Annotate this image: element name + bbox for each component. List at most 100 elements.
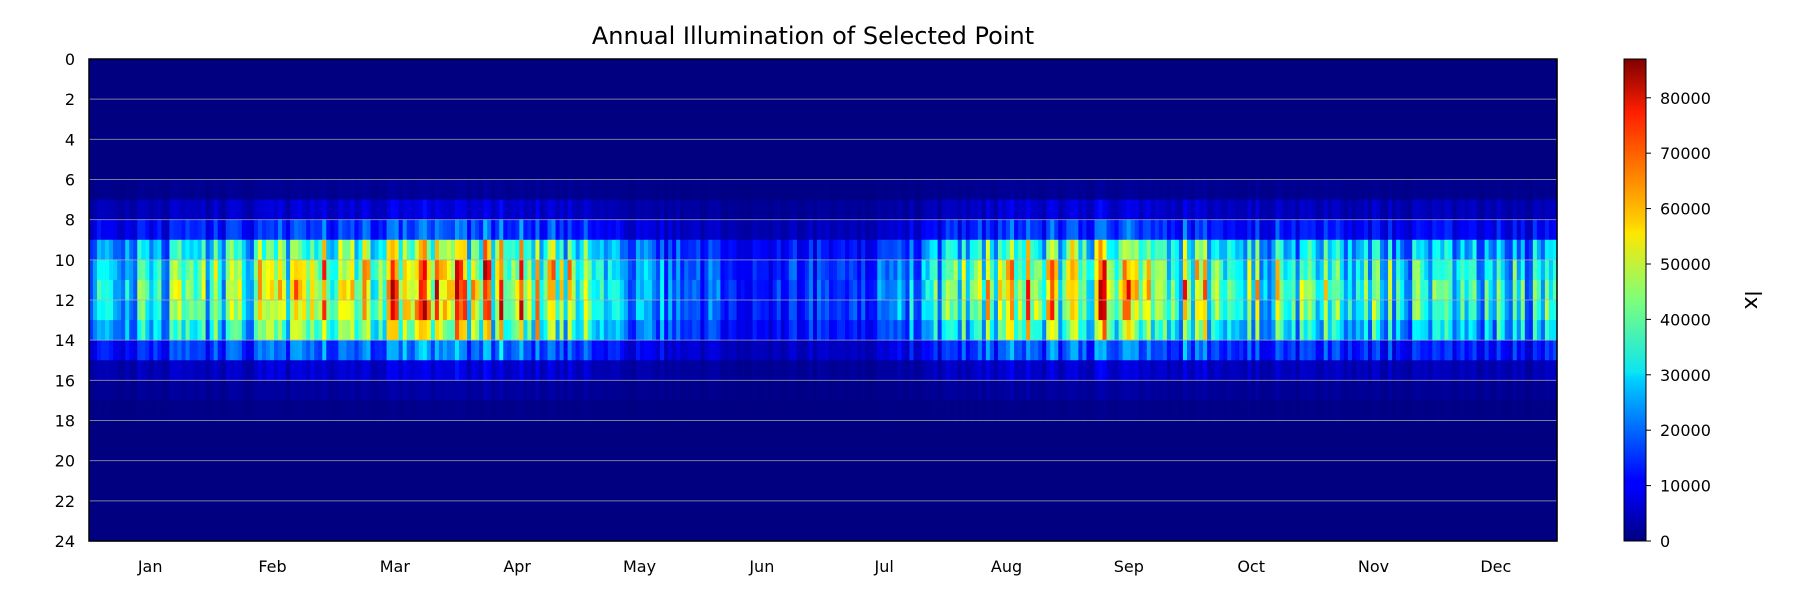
- heatmap-cell: [780, 59, 786, 80]
- heatmap-cell: [905, 400, 911, 422]
- heatmap-cell: [712, 420, 718, 442]
- heatmap-cell: [825, 520, 830, 542]
- heatmap-cell: [209, 99, 215, 120]
- heatmap-cell: [905, 360, 911, 381]
- heatmap-cell: [89, 199, 94, 221]
- heatmap-cell: [197, 139, 203, 161]
- heatmap-cell: [611, 79, 617, 100]
- heatmap-cell: [547, 139, 553, 161]
- heatmap-cell: [471, 179, 476, 201]
- heatmap-cell: [483, 219, 488, 241]
- heatmap-cell: [519, 239, 524, 261]
- heatmap-cell: [101, 119, 106, 140]
- heatmap-cell: [816, 139, 822, 161]
- heatmap-cell: [386, 320, 392, 341]
- heatmap-cell: [841, 279, 846, 301]
- heatmap-cell: [756, 279, 762, 301]
- heatmap-cell: [149, 179, 154, 201]
- heatmap-cell: [414, 420, 420, 442]
- heatmap-cell: [631, 480, 637, 502]
- heatmap-cell: [704, 440, 709, 462]
- heatmap-cell: [519, 340, 524, 361]
- heatmap-cell: [571, 159, 577, 181]
- heatmap-cell: [430, 259, 436, 281]
- heatmap-cell: [668, 119, 673, 140]
- heatmap-cell: [551, 79, 557, 100]
- heatmap-cell: [595, 59, 601, 80]
- heatmap-cell: [595, 99, 601, 120]
- heatmap-cell: [121, 400, 126, 422]
- heatmap-cell: [644, 259, 649, 281]
- heatmap-cell: [503, 159, 508, 181]
- heatmap-cell: [129, 199, 134, 221]
- heatmap-cell: [398, 119, 404, 140]
- heatmap-cell: [446, 460, 452, 482]
- heatmap-cell: [249, 199, 255, 221]
- heatmap-cell: [101, 520, 106, 542]
- heatmap-cell: [925, 79, 931, 100]
- heatmap-cell: [756, 320, 762, 341]
- heatmap-cell: [133, 159, 138, 181]
- heatmap-cell: [708, 480, 713, 502]
- heatmap-cell: [221, 279, 227, 301]
- heatmap-cell: [338, 259, 343, 281]
- heatmap-cell: [153, 159, 158, 181]
- heatmap-cell: [302, 400, 307, 422]
- heatmap-cell: [611, 179, 617, 201]
- heatmap-cell: [531, 99, 537, 120]
- heatmap-cell: [129, 79, 134, 100]
- heatmap-cell: [133, 480, 138, 502]
- heatmap-cell: [841, 259, 846, 281]
- heatmap-cell: [249, 380, 255, 402]
- heatmap-cell: [394, 79, 400, 100]
- heatmap-cell: [603, 59, 609, 80]
- heatmap-cell: [157, 360, 162, 381]
- heatmap-cell: [756, 420, 762, 442]
- heatmap-cell: [414, 460, 420, 482]
- heatmap-cell: [873, 219, 878, 241]
- heatmap-cell: [378, 159, 384, 181]
- heatmap-cell: [567, 400, 573, 422]
- heatmap-cell: [913, 219, 919, 241]
- heatmap-cell: [623, 400, 629, 422]
- heatmap-cell: [776, 199, 782, 221]
- heatmap-cell: [756, 440, 762, 462]
- heatmap-cell: [692, 79, 697, 100]
- heatmap-cell: [696, 420, 701, 442]
- heatmap-cell: [402, 219, 408, 241]
- heatmap-cell: [515, 360, 520, 381]
- heatmap-cell: [732, 420, 738, 442]
- heatmap-cell: [784, 119, 790, 140]
- heatmap-cell: [760, 520, 766, 542]
- heatmap-cell: [454, 239, 460, 261]
- heatmap-cell: [503, 59, 508, 80]
- heatmap-cell: [788, 279, 794, 301]
- heatmap-cell: [893, 79, 898, 100]
- heatmap-cell: [318, 340, 323, 361]
- heatmap-cell: [591, 279, 597, 301]
- heatmap-cell: [511, 380, 516, 402]
- heatmap-cell: [664, 320, 669, 341]
- heatmap-cell: [386, 420, 392, 442]
- heatmap-cell: [406, 159, 412, 181]
- heatmap-cell: [334, 320, 339, 341]
- heatmap-cell: [338, 520, 343, 542]
- heatmap-cell: [414, 400, 420, 422]
- heatmap-cell: [881, 380, 886, 402]
- heatmap-cell: [599, 159, 605, 181]
- heatmap-cell: [845, 119, 850, 140]
- heatmap-cell: [121, 520, 126, 542]
- heatmap-cell: [575, 300, 581, 321]
- heatmap-cell: [889, 59, 894, 80]
- heatmap-cell: [877, 199, 882, 221]
- heatmap-cell: [225, 219, 231, 241]
- heatmap-cell: [362, 219, 368, 241]
- heatmap-cell: [394, 239, 400, 261]
- heatmap-cell: [708, 179, 713, 201]
- heatmap-cell: [463, 320, 468, 341]
- heatmap-cell: [370, 300, 376, 321]
- heatmap-cell: [515, 420, 520, 442]
- heatmap-cell: [732, 119, 738, 140]
- heatmap-cell: [635, 239, 641, 261]
- heatmap-cell: [121, 279, 126, 301]
